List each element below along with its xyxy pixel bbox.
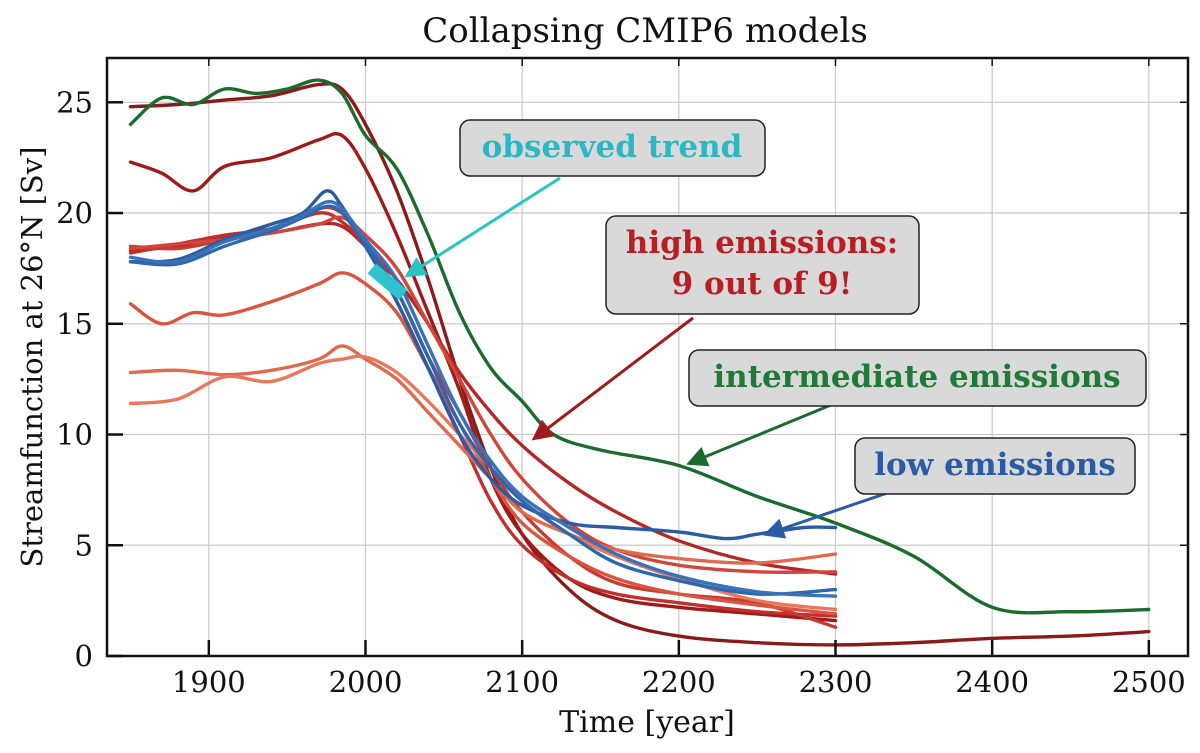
series-line-low-10 [128,189,838,541]
tick-group: 1900 2000 2100 2200 2300 2400 2500 0 5 10 15 20 25 [56,58,1188,699]
high-emissions-arrow [531,316,694,441]
y-tick-label: 5 [75,528,93,562]
low-emissions-arrow [763,490,891,539]
x-tick-label: 2500 [1112,665,1186,699]
chart-title: Collapsing CMIP6 models [422,11,868,51]
x-tick-label: 2300 [799,665,873,699]
high-emissions-count: 9 out of 9! [672,266,853,302]
intermediate-emissions-label: intermediate emissions [713,359,1120,395]
observed-trend-arrow [404,176,561,278]
observed-trend-line [367,263,408,300]
y-tick-label: 20 [56,196,93,230]
intermediate-emissions-arrow [686,398,844,467]
x-axis-label: Time [year] [559,705,735,740]
x-tick-label: 2100 [485,665,559,699]
high-emissions-annotation: high emissions: 9 out of 9! [605,215,920,315]
y-tick-label: 0 [75,639,93,673]
y-tick-label: 15 [56,307,93,341]
series-line-intermediate-0 [128,78,1151,615]
observed-trend-annotation: observed trend [459,119,766,177]
y-axis-label: Streamfunction at 26°N [Sv] [15,147,49,568]
low-emissions-label: low emissions [874,447,1116,483]
series-line-low-12 [128,199,838,598]
y-tick-label: 10 [56,418,93,452]
x-tick-label: 2200 [642,665,716,699]
series-group [128,78,1151,647]
series-line-low-11 [128,204,838,596]
high-emissions-label: high emissions: [626,225,898,261]
x-tick-label: 2000 [329,665,403,699]
x-tick-label: 1900 [172,665,246,699]
series-line-high-2 [128,131,838,623]
low-emissions-annotation: low emissions [854,437,1136,495]
intermediate-emissions-annotation: intermediate emissions [688,349,1147,407]
series-line-high-8 [128,344,838,565]
y-tick-label: 25 [56,85,93,119]
plot-frame [105,56,1190,658]
observed-trend-label: observed trend [482,129,743,165]
x-tick-label: 2400 [955,665,1029,699]
